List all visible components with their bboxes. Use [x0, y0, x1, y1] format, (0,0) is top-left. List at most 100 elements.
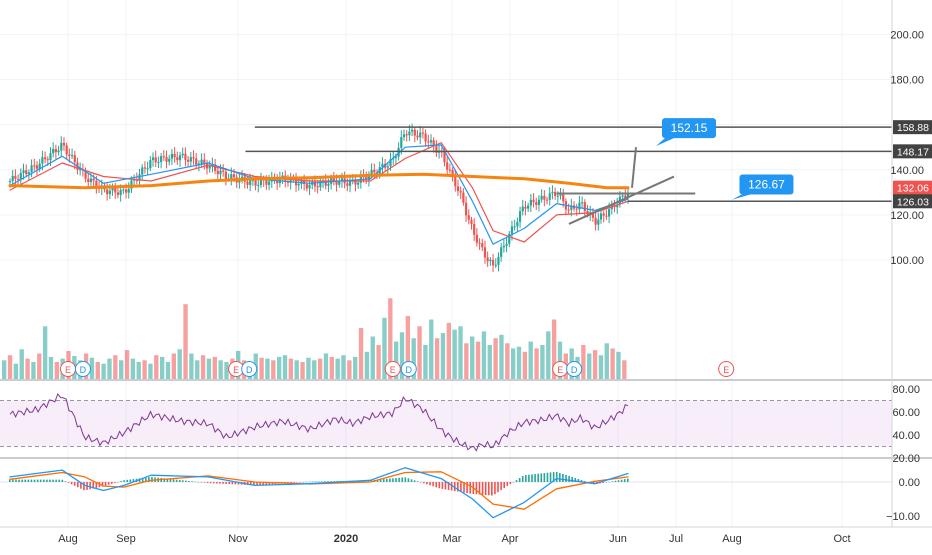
candle-body	[305, 183, 308, 189]
macd-histogram-bar	[151, 477, 153, 482]
volume-bar	[598, 355, 604, 379]
macd-histogram-bar	[237, 482, 240, 485]
volume-bar	[288, 358, 294, 379]
macd-histogram-bar	[262, 482, 264, 485]
volume-bar	[470, 336, 475, 379]
macd-histogram-bar	[327, 481, 329, 482]
macd-histogram-bar	[185, 480, 187, 482]
volume-bar	[405, 316, 411, 379]
drawing-layer[interactable]: 152.15 126.67	[245, 118, 892, 225]
candle-body	[513, 226, 516, 228]
macd-histogram-bar	[234, 482, 237, 485]
candle-body	[246, 181, 249, 185]
event-marker[interactable]: E	[60, 361, 76, 377]
time-axis-tick-label: Jul	[669, 533, 683, 545]
event-marker[interactable]: D	[400, 361, 417, 377]
macd-histogram-bar	[290, 482, 292, 483]
macd-histogram-bar	[311, 481, 314, 483]
volume-bar	[440, 333, 446, 379]
candle-body	[597, 219, 600, 225]
candle-body	[397, 147, 400, 157]
macd-histogram-bar	[521, 476, 524, 482]
target-projection-line[interactable]	[631, 147, 637, 188]
volume-bar	[347, 360, 352, 379]
volume-bar	[522, 351, 528, 379]
callout-box	[662, 118, 716, 139]
macd-histogram-bar	[163, 478, 166, 482]
dividend-event-icon[interactable]	[74, 361, 91, 377]
candle-body	[338, 181, 341, 185]
event-marker[interactable]: E	[384, 361, 401, 377]
candle-body	[65, 145, 68, 155]
candle-body	[54, 149, 57, 153]
earnings-event-icon[interactable]	[384, 361, 401, 377]
candle-body	[435, 145, 438, 153]
trendline[interactable]	[568, 175, 675, 225]
macd-histogram-bar	[188, 480, 190, 482]
dividend-event-icon[interactable]	[566, 361, 583, 377]
macd-histogram-bar	[129, 479, 132, 482]
macd-histogram-bar	[614, 480, 617, 482]
macd-histogram-bar	[76, 482, 79, 488]
volume-bar	[142, 360, 147, 379]
candle-body	[149, 160, 152, 169]
candle-body	[168, 158, 171, 162]
candle-body	[157, 162, 160, 164]
event-marker[interactable]: D	[241, 361, 258, 377]
price-badge-bg	[893, 194, 932, 209]
price-callout[interactable]: 126.67	[732, 174, 794, 200]
event-marker[interactable]: D	[74, 361, 91, 377]
volume-bar	[429, 319, 434, 379]
candle-body	[599, 213, 603, 220]
candle-body	[46, 159, 49, 161]
macd-histogram-bar	[299, 482, 302, 483]
candle-body	[219, 170, 222, 175]
candle-body	[265, 180, 268, 185]
macd-histogram-bar	[321, 481, 323, 482]
earnings-event-icon[interactable]	[718, 361, 735, 377]
event-marker[interactable]: E	[552, 361, 569, 377]
volume-bar	[458, 326, 463, 379]
macd-histogram-bar	[546, 472, 549, 482]
macd-histogram-bar	[219, 482, 221, 484]
candle-body	[559, 194, 562, 196]
candle-body	[348, 180, 352, 186]
candle-body	[529, 199, 532, 206]
candle-body	[60, 142, 63, 151]
event-marker[interactable]: E	[228, 361, 245, 377]
macd-histogram-bar	[506, 482, 509, 487]
dividend-event-icon[interactable]	[400, 361, 417, 377]
volume-bar	[212, 356, 217, 379]
volume-bar	[148, 363, 153, 379]
price-axis-tick-label: 100.00	[890, 255, 924, 267]
macd-histogram-bar	[491, 482, 493, 496]
macd-histogram-bar	[212, 482, 215, 484]
candle-body	[327, 183, 330, 186]
candle-body	[486, 257, 489, 262]
macd-histogram-bar	[444, 482, 447, 490]
candle-body	[8, 181, 12, 183]
price-axis-badge: 126.03	[893, 194, 932, 209]
macd-histogram-bar	[574, 477, 577, 482]
volume-bar	[610, 348, 615, 379]
macd-histogram-bar	[231, 482, 234, 485]
macd-layer	[0, 467, 892, 519]
candle-body	[575, 208, 578, 210]
event-letter: E	[233, 365, 239, 375]
dividend-event-icon[interactable]	[241, 361, 258, 377]
volume-bar	[294, 360, 299, 379]
event-marker[interactable]: D	[566, 361, 583, 377]
macd-histogram-bar	[222, 482, 224, 484]
candle-body	[79, 169, 82, 171]
price-callout[interactable]: 152.15	[656, 118, 716, 147]
candle-body	[443, 151, 446, 163]
macd-histogram-bar	[382, 479, 385, 482]
macd-histogram-bar	[450, 482, 453, 491]
volume-bar	[434, 338, 440, 379]
macd-histogram-bar	[55, 479, 57, 482]
event-marker[interactable]: E	[718, 361, 735, 377]
candle-body	[119, 189, 122, 195]
volume-bar	[136, 362, 141, 379]
